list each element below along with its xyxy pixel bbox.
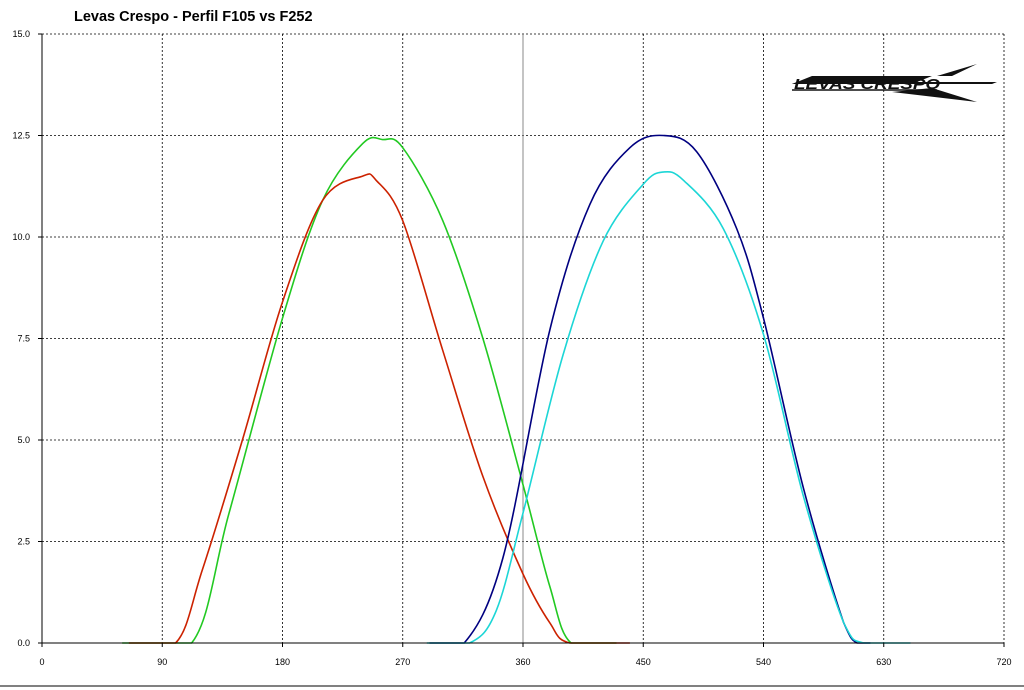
x-tick-label: 540 [756, 657, 771, 667]
x-tick-label: 0 [39, 657, 44, 667]
y-tick-label: 10.0 [12, 232, 30, 242]
y-tick-label: 0.0 [17, 638, 30, 648]
series-line-3 [429, 134, 871, 644]
series-group [122, 134, 911, 644]
x-tick-label: 90 [157, 657, 167, 667]
tick-labels: 0 90 180 270 360 450 540 630 720 0.0 2.5 5.0 7.5 10.0… [12, 29, 1011, 667]
chart-title: Levas Crespo - Perfil F105 vs F252 [74, 9, 313, 25]
y-tick-label: 5.0 [17, 435, 30, 445]
logo-text: LEVAS CRESPO [794, 77, 941, 93]
y-tick-label: 7.5 [17, 334, 30, 344]
series-line-2 [128, 173, 630, 644]
y-tick-label: 2.5 [17, 537, 30, 547]
y-tick-label: 15.0 [12, 29, 30, 39]
y-tick-label: 12.5 [12, 131, 30, 141]
x-tick-label: 360 [515, 657, 530, 667]
series-line-1 [122, 136, 617, 644]
series-line-4 [426, 170, 911, 644]
x-tick-label: 180 [275, 657, 290, 667]
x-tick-label: 720 [996, 657, 1011, 667]
x-tick-label: 270 [395, 657, 410, 667]
x-tick-label: 630 [876, 657, 891, 667]
axes [0, 33, 1024, 687]
levas-crespo-logo: LEVAS CRESPO [792, 64, 997, 102]
x-tick-label: 450 [636, 657, 651, 667]
